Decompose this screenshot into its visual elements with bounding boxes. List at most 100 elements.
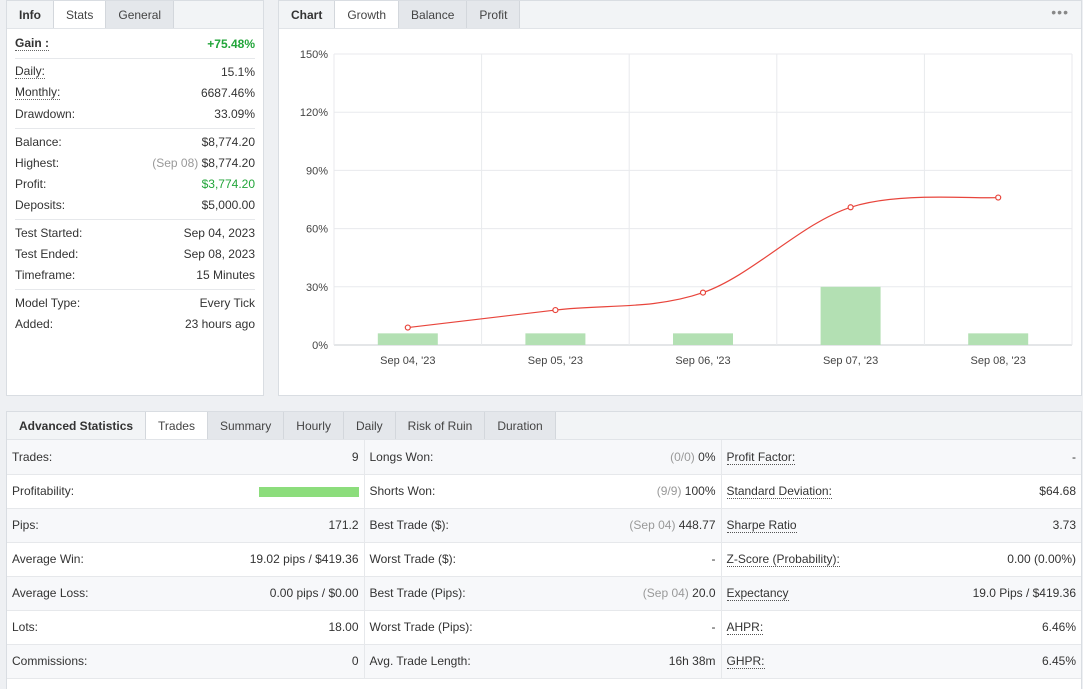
balance-label: Balance: [15, 134, 62, 149]
table-row: Average Win: 19.02 pips / $419.36 Worst … [7, 542, 1081, 577]
sharpe-label[interactable]: Sharpe Ratio [726, 518, 797, 533]
bar [377, 333, 438, 345]
x-tick-label: Sep 07, '23 [823, 355, 878, 367]
stats-body: Gain : +75.48% Daily: 15.1% Monthly: 668… [7, 29, 263, 338]
ghpr-label[interactable]: GHPR: [726, 654, 765, 669]
growth-chart: 0% 30% 60% 90% 120% 150% Sep 04, '23 Sep 05, '2… [300, 49, 1073, 367]
gain-label[interactable]: Gain : [15, 36, 50, 51]
table-row: Commissions: 0 Avg. Trade Length: 16h 38… [7, 644, 1081, 679]
test-ended-value: Sep 08, 2023 [183, 246, 255, 261]
profit-value: $3,774.20 [201, 176, 255, 191]
profit-factor-label[interactable]: Profit Factor: [726, 449, 796, 465]
y-tick-label: 0% [312, 340, 328, 352]
best-trade-usd-value: (Sep 04) 448.77 [544, 508, 722, 543]
stats-tabbar: Info Stats General [7, 1, 263, 29]
x-tick-label: Sep 05, '23 [528, 355, 583, 367]
timeframe-row: Timeframe: 15 Minutes [15, 264, 255, 285]
worst-trade-pips-value: - [544, 610, 722, 645]
y-tick-label: 30% [306, 282, 328, 294]
std-dev-value: $64.68 [901, 474, 1081, 509]
tab-growth[interactable]: Growth [335, 1, 400, 28]
model-type-row: Model Type: Every Tick [15, 292, 255, 313]
highest-label: Highest: [15, 155, 60, 170]
model-type-label: Model Type: [15, 295, 81, 310]
highest-date: (Sep 08) [152, 155, 199, 170]
avg-trade-length-label: Avg. Trade Length: [364, 644, 544, 679]
table-row: Profitability: Shorts Won: (9/9) 100% St… [7, 474, 1081, 509]
model-group: Model Type: Every Tick Added: 23 hours a… [15, 290, 255, 338]
tab-hourly[interactable]: Hourly [284, 412, 344, 439]
deposits-value: $5,000.00 [201, 197, 255, 212]
tab-daily[interactable]: Daily [343, 412, 396, 439]
profit-row: Profit: $3,774.20 [15, 173, 255, 194]
z-score-cell: Z-Score (Probability): [721, 542, 901, 577]
chart-tabbar: Chart Growth Balance Profit [279, 1, 1081, 29]
tab-summary[interactable]: Summary [207, 412, 285, 439]
ghpr-value: 6.45% [901, 644, 1081, 679]
average-loss-label: Average Loss: [7, 576, 140, 611]
std-dev-label[interactable]: Standard Deviation: [726, 484, 832, 499]
bar [673, 333, 733, 345]
sharpe-cell: Sharpe Ratio [721, 508, 901, 543]
drawdown-row: Drawdown: 33.09% [15, 103, 255, 124]
trades-value: 9 [140, 440, 365, 475]
pips-value: 171.2 [140, 508, 365, 543]
expectancy-label[interactable]: Expectancy [726, 586, 789, 601]
series-line [407, 196, 999, 329]
tab-stats[interactable]: Stats [54, 1, 107, 28]
tab-duration[interactable]: Duration [485, 412, 556, 439]
trades-label: Trades: [7, 440, 140, 475]
longs-won-label: Longs Won: [364, 440, 544, 475]
line-point [699, 289, 707, 296]
shorts-won-pct: 100% [684, 484, 716, 498]
model-type-value: Every Tick [199, 295, 255, 310]
commissions-value: 0 [140, 644, 365, 679]
best-trade-usd-label: Best Trade ($): [364, 508, 544, 543]
y-tick-label: 60% [306, 224, 328, 236]
tab-info[interactable]: Info [7, 1, 54, 28]
worst-trade-usd-value: - [544, 542, 722, 577]
bar [820, 286, 881, 345]
best-trade-pips-amount: 20.0 [692, 586, 716, 600]
tab-balance[interactable]: Balance [399, 1, 468, 28]
daily-label[interactable]: Daily: [15, 64, 46, 79]
balance-row: Balance: $8,774.20 [15, 131, 255, 152]
line-point [404, 324, 411, 331]
line-point [847, 204, 854, 211]
line-point [552, 306, 559, 314]
bar [525, 333, 586, 345]
z-score-label[interactable]: Z-Score (Probability): [726, 552, 840, 567]
expectancy-cell: Expectancy [721, 576, 901, 611]
drawdown-value: 33.09% [214, 106, 255, 121]
table-row: Pips: 171.2 Best Trade ($): (Sep 04) 448… [7, 508, 1081, 543]
profit-factor-value: - [901, 440, 1081, 475]
monthly-label[interactable]: Monthly: [15, 85, 61, 100]
highest-value: $8,774.20 [201, 155, 255, 170]
average-win-value: 19.02 pips / $419.36 [140, 542, 365, 577]
daily-row: Daily: 15.1% [15, 61, 255, 82]
tab-trades[interactable]: Trades [146, 412, 208, 439]
average-win-label: Average Win: [7, 542, 140, 577]
added-value: 23 hours ago [184, 316, 255, 331]
tab-risk-of-ruin[interactable]: Risk of Ruin [395, 412, 486, 439]
adv-tabbar: Advanced Statistics Trades Summary Hourl… [7, 412, 1081, 440]
tab-general[interactable]: General [106, 1, 175, 28]
sharpe-value: 3.73 [901, 508, 1081, 543]
std-dev-cell: Standard Deviation: [721, 474, 901, 509]
lots-label: Lots: [7, 610, 140, 645]
tab-chart[interactable]: Chart [279, 1, 336, 28]
tab-profit[interactable]: Profit [467, 1, 521, 28]
highest-value-wrap: (Sep 08) $8,774.20 [152, 156, 255, 170]
timeframe-value: 15 Minutes [196, 267, 255, 282]
monthly-value: 6687.46% [200, 85, 255, 100]
bar [968, 333, 1029, 345]
gain-row: Gain : +75.48% [15, 33, 255, 54]
added-row: Added: 23 hours ago [15, 313, 255, 334]
highest-row: Highest: (Sep 08) $8,774.20 [15, 152, 255, 173]
ahpr-label[interactable]: AHPR: [726, 620, 764, 635]
money-group: Balance: $8,774.20 Highest: (Sep 08) $8,… [15, 129, 255, 220]
best-trade-pips-label: Best Trade (Pips): [364, 576, 544, 611]
trades-table: Trades: 9 Longs Won: (0/0) 0% Profit Fac… [7, 440, 1081, 679]
table-row: Trades: 9 Longs Won: (0/0) 0% Profit Fac… [7, 440, 1081, 475]
ellipsis-icon[interactable]: ••• [1051, 4, 1069, 20]
